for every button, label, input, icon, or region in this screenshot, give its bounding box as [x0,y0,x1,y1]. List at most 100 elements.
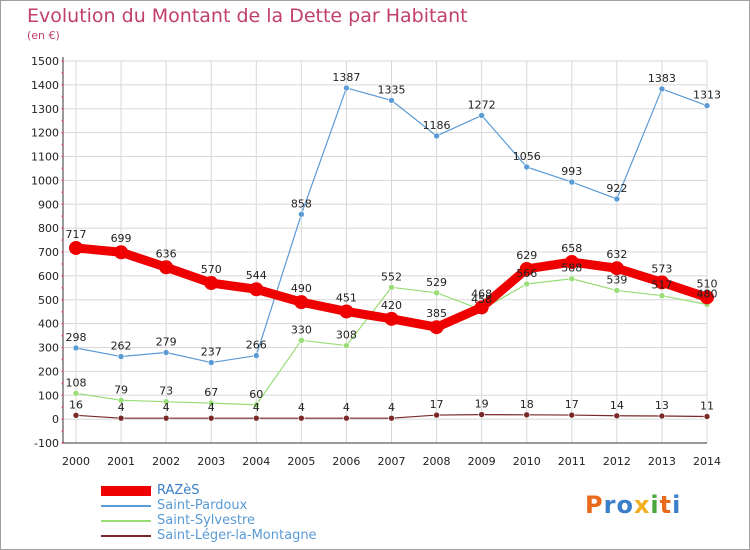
data-label: 993 [561,165,582,178]
data-label: 330 [291,323,312,336]
data-label: 4 [163,401,170,414]
data-label: 13 [655,399,669,412]
legend-label: Saint-Sylvestre [157,513,256,528]
x-tick-label: 2002 [152,455,180,468]
y-axis-dot [61,358,64,361]
data-label: 573 [651,262,672,275]
data-point-3 [568,411,576,419]
data-point-2 [523,280,531,288]
data-point-1 [117,353,125,360]
y-tick-label: 1300 [31,103,59,116]
data-point-0 [159,260,174,275]
y-tick-label: 1000 [31,174,59,187]
legend-label: RAZèS [157,483,200,498]
data-label: 658 [561,242,582,255]
data-point-3 [388,414,395,422]
legend-swatch [101,504,151,507]
y-tick-label: 400 [38,318,59,331]
y-axis-dot [61,286,64,289]
data-label: 1383 [648,72,676,85]
y-axis-dot [61,382,64,385]
data-point-3 [162,414,170,422]
data-point-1 [523,163,531,171]
data-point-0 [249,282,264,297]
legend-label: Saint-Léger-la-Montagne [157,528,317,543]
data-label: 468 [471,287,492,300]
data-point-0 [339,304,354,319]
data-point-0 [564,255,579,270]
y-tick-label: 500 [38,294,59,307]
y-axis-dot [61,95,64,98]
data-label: 451 [336,291,357,304]
data-point-2 [658,292,666,299]
data-point-3 [252,414,260,422]
data-point-1 [298,210,305,218]
data-label: 588 [561,262,582,275]
data-point-3 [433,411,440,419]
data-point-2 [117,396,125,404]
data-label: 308 [336,329,357,342]
data-point-2 [252,401,260,409]
data-point-1 [207,359,215,366]
x-tick-label: 2013 [648,455,676,468]
data-point-2 [72,390,80,397]
y-axis-dot [61,239,64,241]
y-tick-label: -100 [34,437,59,450]
y-tick-label: 900 [38,198,59,211]
data-point-1 [478,112,485,119]
data-label: 420 [381,299,402,312]
legend-item: Saint-Sylvestre [101,513,317,528]
data-label: 490 [291,282,312,295]
data-label: 16 [69,398,83,411]
data-label: 1313 [693,89,721,102]
data-label: 73 [159,385,173,398]
y-axis-dot [61,72,64,74]
data-label: 636 [156,247,177,260]
data-point-3 [703,413,711,420]
x-tick-label: 2010 [513,455,541,468]
data-point-0 [700,290,714,305]
data-label: 510 [697,277,718,290]
x-tick-label: 2001 [107,455,135,468]
data-point-2 [298,337,305,344]
data-point-3 [343,414,350,422]
data-label: 14 [610,399,624,412]
x-tick-label: 2008 [423,455,451,468]
y-axis-dot [61,60,64,62]
data-point-0 [519,261,534,276]
y-axis-dot [61,215,64,218]
data-point-2 [433,289,440,297]
data-point-0 [429,320,444,335]
y-axis-dot [61,418,64,421]
data-label: 1272 [468,98,496,111]
data-point-0 [114,245,129,260]
x-tick-label: 2007 [378,455,406,468]
x-tick-label: 2000 [62,455,90,468]
data-point-2 [568,275,576,283]
data-label: 4 [208,401,215,414]
y-axis-dot [61,83,64,86]
data-label: 108 [66,376,87,389]
data-point-0 [384,311,399,326]
data-point-0 [69,240,83,255]
data-label: 1387 [332,71,360,84]
y-axis-dot [61,131,64,134]
y-axis-dot [61,251,64,253]
y-tick-label: 600 [38,270,59,283]
data-point-2 [613,287,621,294]
y-tick-label: 200 [38,365,59,378]
chart-title: Evolution du Montant de la Dette par Hab… [27,5,468,27]
data-point-2 [207,399,215,407]
legend-swatch [101,534,151,537]
data-label: 11 [700,399,714,412]
data-point-3 [298,414,305,422]
data-label: 67 [204,386,218,399]
legend-item: Saint-Pardoux [101,498,317,513]
x-tick-label: 2011 [558,455,586,468]
y-axis-dot [61,334,64,337]
data-point-0 [294,295,309,310]
y-axis-dot [61,203,64,206]
x-tick-label: 2004 [242,455,270,468]
data-label: 266 [246,339,267,352]
